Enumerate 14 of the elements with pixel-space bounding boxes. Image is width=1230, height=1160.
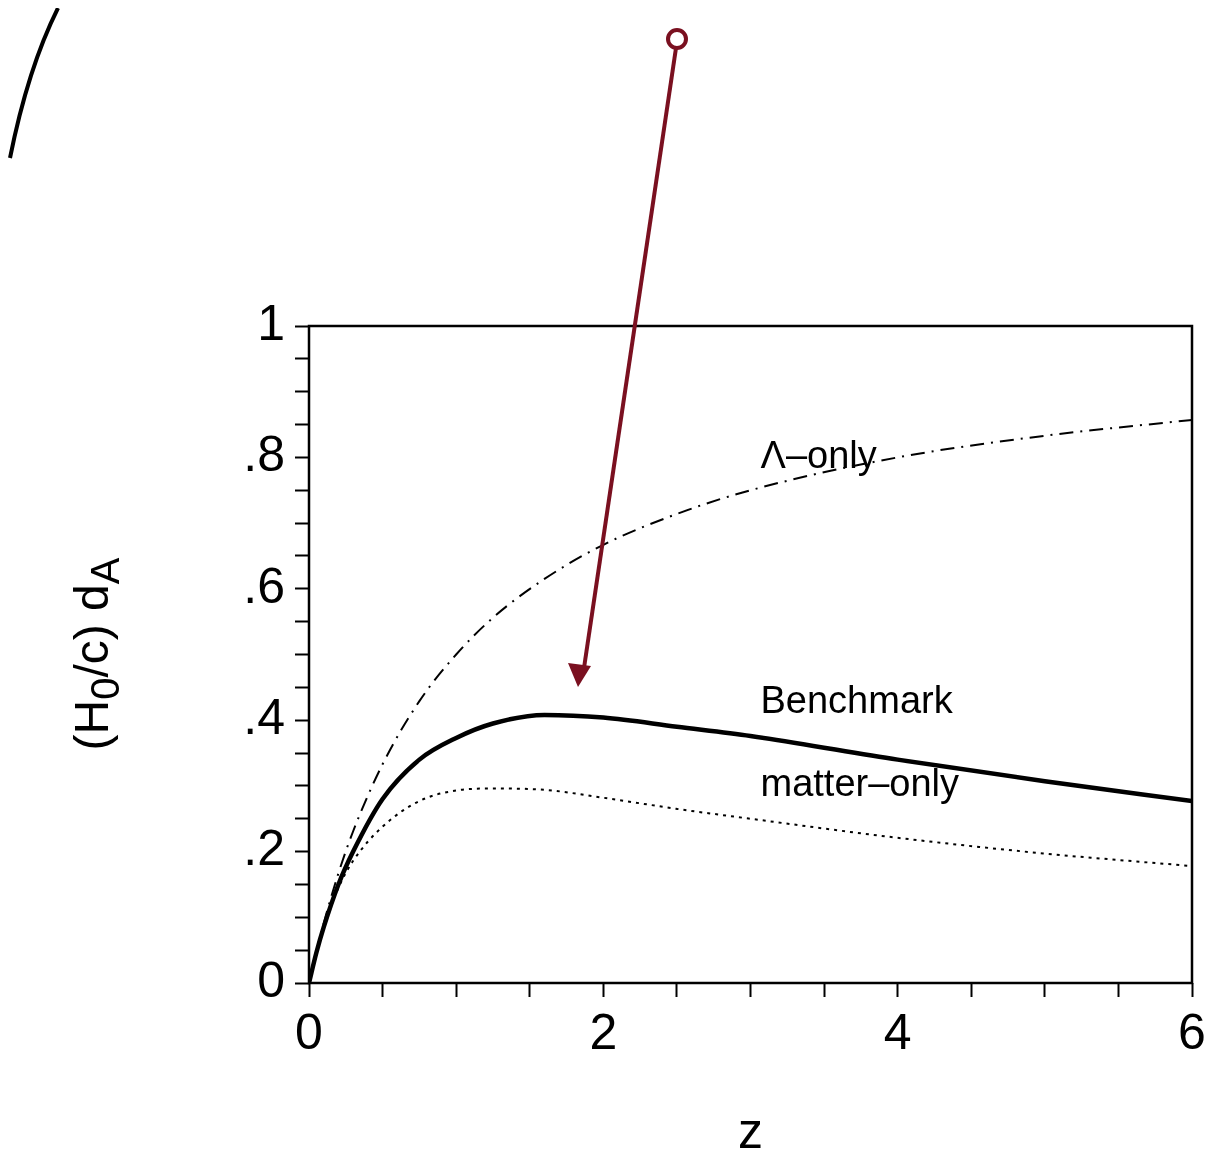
series-label: matter–only — [760, 762, 960, 805]
series-label: Benchmark — [760, 679, 954, 722]
y-tick-label: .2 — [243, 820, 285, 877]
y-tick-label: .6 — [243, 557, 285, 614]
y-tick-label: 1 — [257, 294, 285, 351]
y-tick-label: 0 — [257, 951, 285, 1008]
series-label: Λ–only — [760, 433, 877, 476]
x-tick-label: 4 — [883, 1003, 912, 1060]
x-tick-label: 0 — [295, 1003, 323, 1060]
x-tick-label: 6 — [1178, 1003, 1206, 1060]
x-axis-title: z — [738, 1102, 763, 1159]
y-tick-label: .8 — [243, 426, 285, 483]
x-tick-label: 2 — [589, 1003, 618, 1060]
y-tick-label: .4 — [243, 688, 285, 745]
